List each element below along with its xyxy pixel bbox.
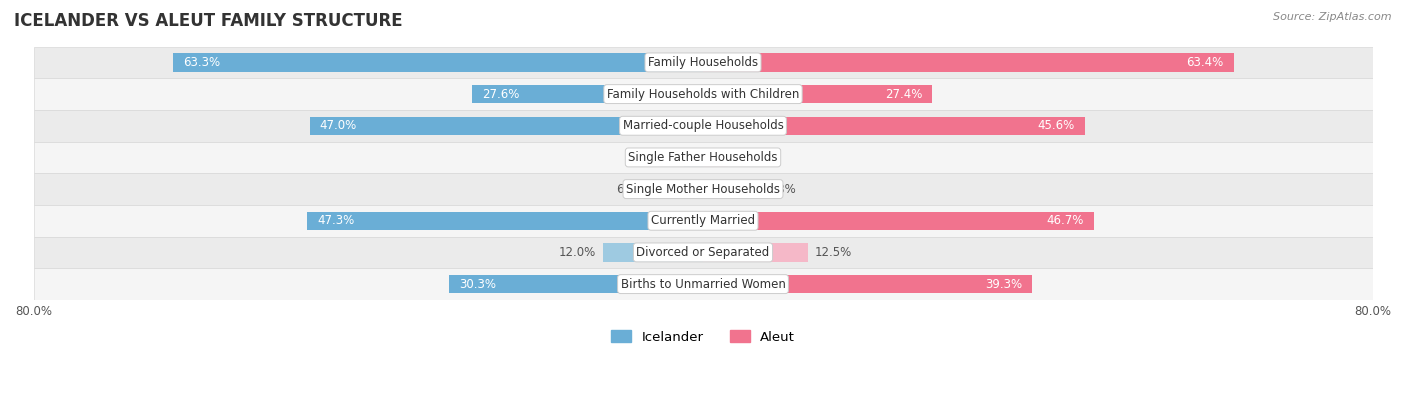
Text: 6.0%: 6.0%	[616, 182, 647, 196]
Bar	[703, 85, 932, 103]
Bar	[34, 78, 1372, 110]
Text: Births to Unmarried Women: Births to Unmarried Women	[620, 278, 786, 291]
Bar	[703, 148, 728, 167]
Bar	[34, 47, 1372, 78]
Text: Divorced or Separated: Divorced or Separated	[637, 246, 769, 259]
Text: Source: ZipAtlas.com: Source: ZipAtlas.com	[1274, 12, 1392, 22]
Bar	[703, 275, 1032, 293]
Bar	[34, 141, 1372, 173]
Text: 63.4%: 63.4%	[1187, 56, 1223, 69]
Text: 63.3%: 63.3%	[183, 56, 221, 69]
Text: 27.4%: 27.4%	[884, 88, 922, 101]
Text: Family Households with Children: Family Households with Children	[607, 88, 799, 101]
Text: ICELANDER VS ALEUT FAMILY STRUCTURE: ICELANDER VS ALEUT FAMILY STRUCTURE	[14, 12, 402, 30]
Bar	[652, 180, 703, 198]
Text: Single Father Households: Single Father Households	[628, 151, 778, 164]
Bar	[309, 117, 703, 135]
Bar	[307, 212, 703, 230]
Bar	[34, 205, 1372, 237]
Bar	[34, 110, 1372, 141]
Bar	[703, 53, 1233, 71]
Text: Family Households: Family Households	[648, 56, 758, 69]
Bar	[683, 148, 703, 167]
Text: 2.3%: 2.3%	[647, 151, 678, 164]
Text: 12.0%: 12.0%	[558, 246, 596, 259]
Text: 27.6%: 27.6%	[482, 88, 519, 101]
Bar	[703, 180, 759, 198]
Bar	[703, 243, 807, 261]
Text: 30.3%: 30.3%	[460, 278, 496, 291]
Text: Single Mother Households: Single Mother Households	[626, 182, 780, 196]
Text: 46.7%: 46.7%	[1046, 214, 1084, 227]
Bar	[450, 275, 703, 293]
Text: 3.0%: 3.0%	[735, 151, 765, 164]
Bar	[34, 268, 1372, 300]
Text: 47.3%: 47.3%	[318, 214, 354, 227]
Bar	[173, 53, 703, 71]
Text: 12.5%: 12.5%	[814, 246, 852, 259]
Text: 6.8%: 6.8%	[766, 182, 796, 196]
Bar	[603, 243, 703, 261]
Text: 45.6%: 45.6%	[1038, 119, 1074, 132]
Bar	[703, 212, 1094, 230]
Text: Married-couple Households: Married-couple Households	[623, 119, 783, 132]
Bar	[703, 117, 1084, 135]
Bar	[34, 173, 1372, 205]
Legend: Icelander, Aleut: Icelander, Aleut	[606, 325, 800, 349]
Text: 47.0%: 47.0%	[319, 119, 357, 132]
Text: Currently Married: Currently Married	[651, 214, 755, 227]
Bar	[34, 237, 1372, 268]
Bar	[472, 85, 703, 103]
Text: 39.3%: 39.3%	[984, 278, 1022, 291]
